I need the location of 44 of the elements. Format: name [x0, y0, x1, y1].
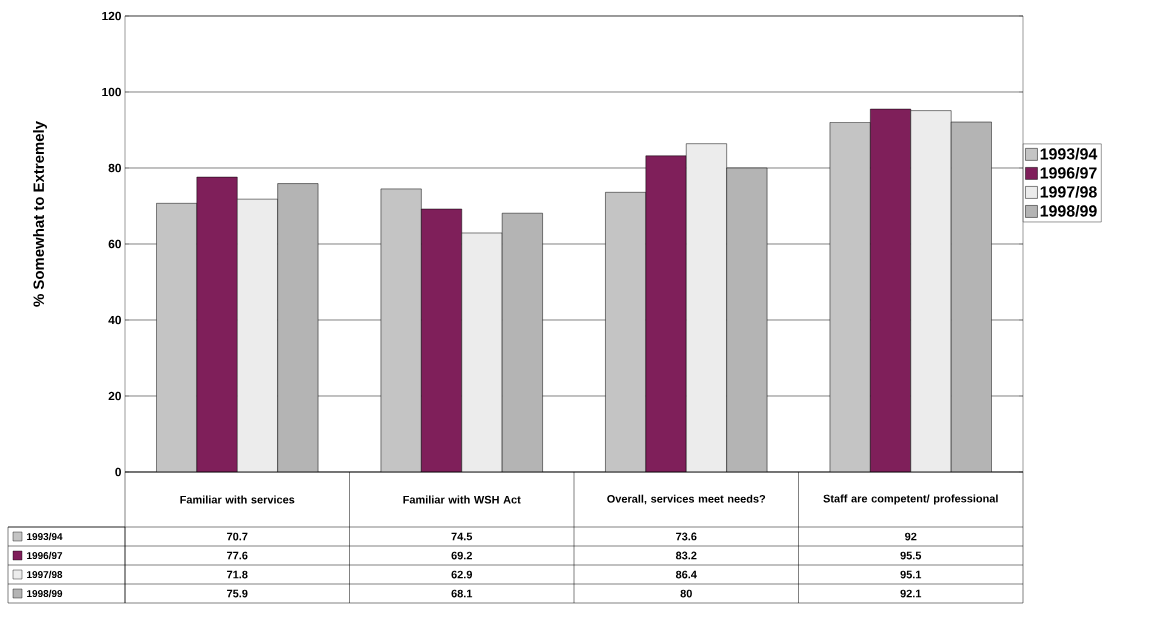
y-tick-label: 80: [108, 163, 121, 173]
bar: [501, 212, 543, 472]
legend-label: 1996/97: [1040, 166, 1097, 179]
data-label: 71.8: [227, 570, 248, 579]
text: 1998/99: [27, 589, 63, 598]
data-label: 77.6: [227, 551, 248, 560]
data-label: 92: [905, 532, 917, 541]
y-tick-label: 120: [102, 11, 121, 21]
text: 1997/98: [27, 570, 63, 579]
y-tick-label: 0: [115, 467, 121, 477]
y-axis-title: % Somewhat to Extremely: [33, 121, 47, 307]
data-label: 80: [680, 589, 692, 598]
text: 1993/94: [1040, 147, 1098, 160]
x-tick-label: Familiar with services: [180, 495, 295, 504]
legend-label: 1993/94: [27, 532, 63, 541]
data-label: 62.9: [451, 570, 473, 579]
data-label: 92.1: [900, 589, 922, 598]
data-label: 68.1: [451, 589, 473, 598]
data-label: 69.2: [451, 551, 472, 560]
x-tick-label: Staff are competent/ professional: [823, 494, 998, 505]
bar: [950, 121, 992, 472]
data-label: 70.7: [227, 532, 248, 541]
data-label: 73.6: [676, 532, 697, 541]
x-tick-label: Familiar with WSH Act: [403, 495, 521, 504]
y-tick-label: 40: [108, 315, 121, 325]
y-tick-label: 100: [102, 87, 121, 97]
data-label: 83.2: [675, 551, 697, 560]
bar: [870, 108, 912, 472]
data-label: 74.5: [451, 532, 473, 541]
bar: [277, 183, 319, 472]
legend-label: 1997/98: [1040, 185, 1097, 198]
bar: [421, 208, 462, 472]
bar: [726, 167, 768, 472]
data-label: 95.1: [900, 570, 922, 579]
y-tick-label: 60: [108, 239, 121, 249]
data-label: 95.5: [900, 551, 922, 560]
text: 1996/97: [27, 551, 63, 560]
x-tick-label: Overall, services meet needs?: [607, 494, 766, 505]
bar: [196, 176, 238, 472]
y-tick-label: 20: [108, 391, 121, 401]
data-label: 86.4: [675, 570, 697, 579]
data-label: 75.9: [227, 589, 248, 598]
bar: [645, 155, 687, 472]
legend-label: 1998/99: [1040, 204, 1097, 217]
